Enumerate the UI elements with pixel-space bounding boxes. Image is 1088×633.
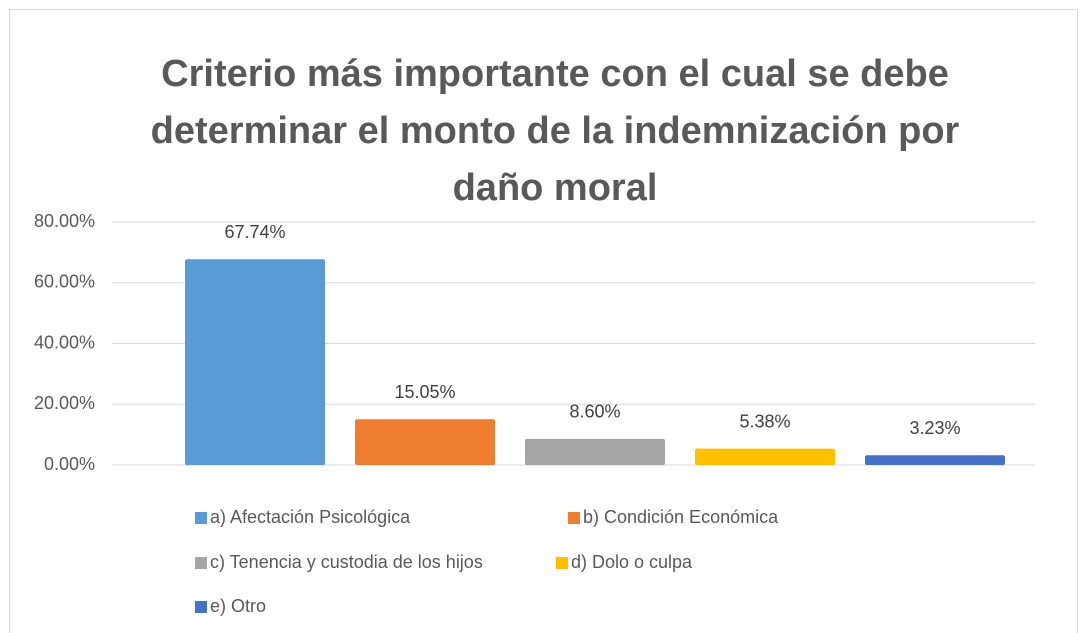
legend-label: d) Dolo o culpa xyxy=(571,552,693,572)
chart-title: daño moral xyxy=(453,167,658,209)
bar xyxy=(865,455,1005,465)
legend-swatch xyxy=(568,512,580,524)
chart-title: Criterio más importante con el cual se d… xyxy=(161,53,949,95)
bar xyxy=(525,438,665,465)
y-tick-label: 40.00% xyxy=(34,332,95,352)
legend-label: a) Afectación Psicológica xyxy=(210,507,411,527)
value-label: 15.05% xyxy=(394,382,455,402)
legend-swatch xyxy=(195,557,207,569)
legend-label: e) Otro xyxy=(210,596,266,616)
y-tick-label: 0.00% xyxy=(44,454,95,474)
legend-label: b) Condición Económica xyxy=(583,507,779,527)
legend-swatch xyxy=(195,601,207,613)
y-tick-label: 60.00% xyxy=(34,272,95,292)
value-label: 3.23% xyxy=(909,418,960,438)
chart-title: determinar el monto de la indemnización … xyxy=(151,110,960,152)
bar xyxy=(185,259,325,465)
value-label: 8.60% xyxy=(569,402,620,422)
y-tick-label: 20.00% xyxy=(34,393,95,413)
chart-border xyxy=(9,9,1078,633)
bar xyxy=(355,419,495,465)
bar xyxy=(695,448,835,465)
value-label: 5.38% xyxy=(739,411,790,431)
legend-label: c) Tenencia y custodia de los hijos xyxy=(210,552,483,572)
legend-swatch xyxy=(556,557,568,569)
value-label: 67.74% xyxy=(224,222,285,242)
y-tick-label: 80.00% xyxy=(34,211,95,231)
legend-swatch xyxy=(195,512,207,524)
